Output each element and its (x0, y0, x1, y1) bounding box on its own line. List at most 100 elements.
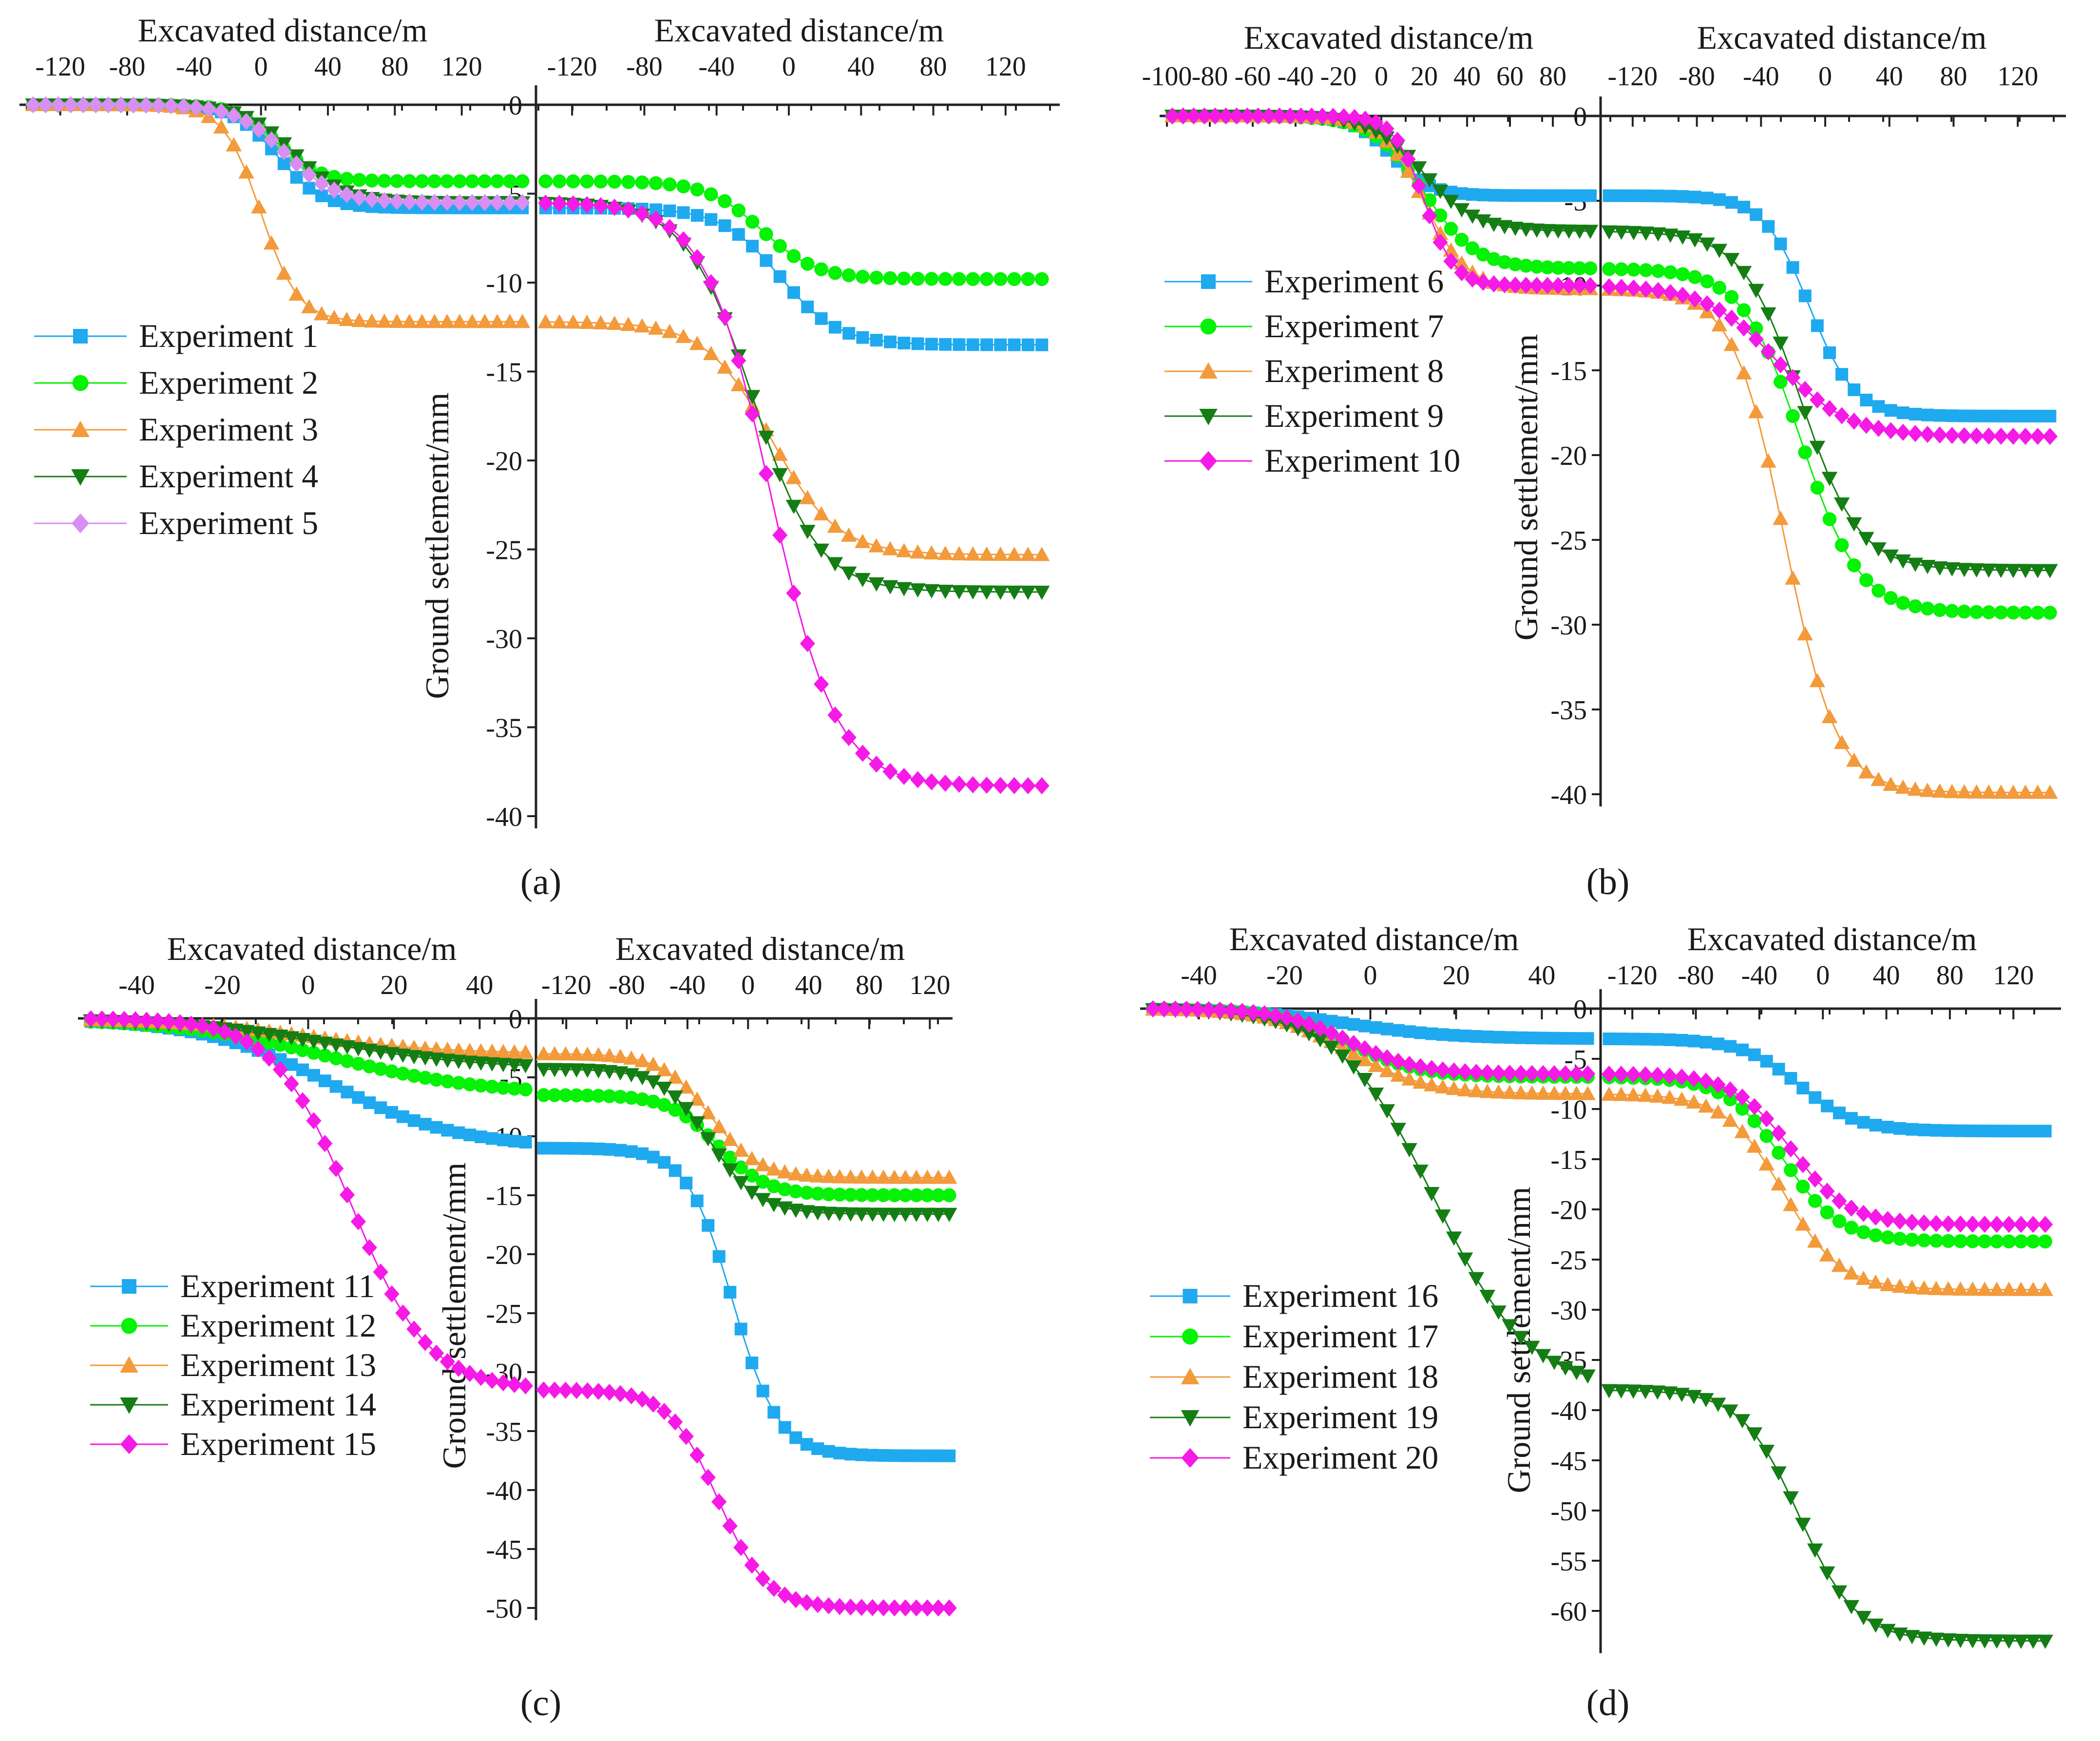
data-point (1625, 1066, 1641, 1083)
data-point (1835, 368, 1849, 381)
data-point (1958, 409, 1971, 422)
data-point (440, 174, 454, 189)
data-point (800, 635, 815, 652)
data-point (2030, 606, 2045, 620)
data-point (1855, 1610, 1871, 1626)
data-point (939, 338, 952, 351)
data-point (1746, 1427, 1763, 1442)
data-point (1601, 1384, 1617, 1398)
data-point (1453, 255, 1470, 270)
data-point (1021, 272, 1035, 286)
data-point (1917, 1123, 1930, 1136)
x-right-tick-label: -40 (1743, 61, 1779, 92)
data-point (406, 1320, 422, 1338)
data-point (1686, 1094, 1702, 1109)
data-point (953, 338, 966, 351)
data-point (1315, 107, 1330, 125)
data-point (592, 1142, 605, 1155)
data-point (1446, 1062, 1462, 1080)
data-point (1908, 425, 1923, 442)
data-point (1868, 1208, 1884, 1226)
x-right-tick-label: 120 (909, 970, 950, 1000)
data-point (318, 1074, 331, 1088)
data-point (313, 306, 330, 321)
data-point (1356, 1072, 1373, 1088)
data-point (1649, 1088, 1666, 1103)
data-point (1674, 1388, 1690, 1402)
data-point (1006, 546, 1022, 561)
data-point (1773, 336, 1789, 351)
x-right-tick-label: 120 (1997, 61, 2038, 92)
data-point (83, 1010, 99, 1028)
data-point (1411, 177, 1427, 194)
data-point (602, 1383, 617, 1401)
data-point (800, 1186, 814, 1200)
data-point (150, 1012, 166, 1030)
data-point (993, 546, 1009, 561)
data-point (2013, 1634, 2029, 1649)
data-point (1904, 1630, 1920, 1645)
data-point (1379, 1104, 1395, 1119)
data-point (1896, 596, 1910, 610)
data-point (1443, 252, 1459, 270)
data-point (1290, 1012, 1306, 1030)
series-line-right (545, 321, 1042, 555)
data-point (785, 470, 802, 484)
data-point (1797, 626, 1813, 641)
data-point (1760, 1054, 1773, 1068)
legend-marker (120, 1356, 138, 1373)
data-point (430, 1121, 443, 1134)
data-point (1403, 1025, 1416, 1038)
data-point (1507, 221, 1524, 236)
data-point (363, 1096, 376, 1110)
data-point (1933, 409, 1947, 422)
data-point (1819, 1183, 1835, 1200)
data-point (648, 210, 664, 228)
data-point (557, 1063, 573, 1078)
data-point (1724, 309, 1739, 327)
data-point (1380, 1022, 1394, 1035)
data-point (766, 1161, 782, 1176)
data-point (453, 174, 467, 189)
data-point (261, 1049, 277, 1067)
data-point (925, 338, 938, 351)
data-point (1944, 562, 1960, 577)
data-point (1524, 1085, 1540, 1100)
data-point (876, 1599, 891, 1617)
data-point (865, 1599, 880, 1616)
data-point (1994, 409, 2007, 422)
x-axis-title-left: Excavated distance/m (138, 12, 428, 49)
data-point (1977, 1634, 1993, 1649)
data-point (1869, 1119, 1882, 1132)
data-point (489, 314, 505, 328)
data-point (866, 1449, 879, 1462)
x-left-tick-label: -40 (1278, 61, 1314, 92)
x-right-tick-label: 120 (985, 52, 1026, 82)
data-point (943, 1449, 956, 1462)
data-point (1883, 422, 1899, 440)
data-point (662, 324, 678, 338)
data-point (897, 1599, 913, 1617)
data-point (1868, 1274, 1884, 1289)
x-left-tick-label: 40 (466, 970, 493, 1000)
data-point (910, 544, 926, 559)
data-point (734, 1322, 747, 1336)
legend-marker (1199, 409, 1218, 425)
data-point (514, 314, 531, 328)
data-point (1969, 605, 1984, 619)
data-point (1783, 1491, 1799, 1506)
data-point (2017, 564, 2034, 578)
panel-d: -40 -20 0 20 40 -120 -80 -40 0 40 80 120 Excavated d… (1140, 920, 2061, 1653)
data-point (745, 1357, 759, 1370)
data-point (828, 266, 842, 280)
data-point (201, 100, 216, 118)
y-tick-label: -20 (1550, 1195, 1587, 1225)
data-point (1432, 225, 1449, 240)
data-point (620, 201, 636, 219)
data-point (603, 1143, 616, 1156)
data-point (1357, 1040, 1373, 1057)
y-tick-label: -20 (486, 1240, 522, 1270)
data-point (172, 1014, 188, 1032)
data-point (624, 1091, 639, 1105)
data-point (1941, 1215, 1956, 1233)
